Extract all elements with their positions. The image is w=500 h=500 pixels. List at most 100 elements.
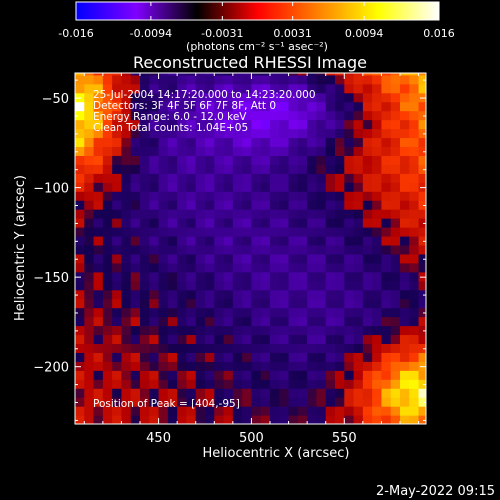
heatmap-cell <box>130 128 141 139</box>
heatmap-cell <box>418 361 426 371</box>
heatmap-cell <box>84 397 95 407</box>
colorbar-tick-label: -0.0031 <box>201 27 243 40</box>
heatmap-cell <box>195 379 206 389</box>
heatmap-cell <box>390 253 401 264</box>
heatmap-cell <box>102 271 113 282</box>
heatmap-cell <box>381 415 392 424</box>
heatmap-cell <box>121 280 132 291</box>
heatmap-cell <box>372 289 383 300</box>
heatmap-cell <box>177 397 188 407</box>
heatmap-cell <box>288 244 299 255</box>
heatmap-cell <box>149 110 160 121</box>
heatmap-cell <box>418 334 426 345</box>
heatmap-cell <box>223 119 234 130</box>
heatmap-cell <box>260 289 271 300</box>
heatmap-cell <box>390 316 401 327</box>
heatmap-cell <box>242 352 253 362</box>
heatmap-cell <box>186 164 197 174</box>
heatmap-cell <box>353 289 364 300</box>
heatmap-cell <box>353 388 364 398</box>
heatmap-cell <box>112 397 123 407</box>
heatmap-cell <box>140 137 150 148</box>
heatmap-cell <box>167 83 178 94</box>
heatmap-cell <box>130 343 141 353</box>
heatmap-cell <box>362 253 373 264</box>
heatmap-cell <box>177 253 188 264</box>
heatmap-cell <box>242 343 253 353</box>
heatmap-cell <box>158 155 169 165</box>
heatmap-cell <box>316 316 327 327</box>
heatmap-cell <box>214 388 225 398</box>
heatmap-cell <box>288 137 299 148</box>
heatmap-cell <box>325 361 336 371</box>
heatmap-cell <box>353 92 364 103</box>
heatmap-cell <box>121 253 132 264</box>
heatmap-cell <box>140 227 150 237</box>
heatmap-cell <box>158 388 169 398</box>
heatmap-cell <box>372 119 383 130</box>
heatmap-cell <box>400 83 410 94</box>
heatmap-cell <box>140 352 150 362</box>
heatmap-cell <box>205 244 215 255</box>
heatmap-cell <box>353 397 364 407</box>
heatmap-cell <box>381 92 392 103</box>
heatmap-cell <box>390 191 401 201</box>
heatmap-cell <box>279 200 290 210</box>
heatmap-cell <box>84 173 95 183</box>
heatmap-cell <box>75 388 85 398</box>
heatmap-cell <box>130 388 141 398</box>
heatmap-cell <box>279 173 290 183</box>
heatmap-cell <box>325 146 336 156</box>
heatmap-cell <box>297 227 308 237</box>
heatmap-cell <box>93 200 104 210</box>
heatmap-cell <box>195 253 206 264</box>
heatmap-cell <box>362 155 373 165</box>
heatmap-cell <box>93 361 104 371</box>
heatmap-cell <box>205 388 215 398</box>
heatmap-cell <box>205 200 215 210</box>
heatmap-cell <box>84 155 95 165</box>
heatmap-cell <box>75 370 85 380</box>
heatmap-cell <box>158 83 169 94</box>
heatmap-cell <box>288 289 299 300</box>
heatmap-cell <box>270 209 280 219</box>
heatmap-cell <box>93 182 104 192</box>
heatmap-cell <box>335 388 345 398</box>
heatmap-cell <box>381 83 392 94</box>
heatmap-cell <box>390 343 401 353</box>
heatmap-cell <box>297 307 308 318</box>
heatmap-cell <box>75 298 85 309</box>
heatmap-cell <box>251 307 262 318</box>
heatmap-cell <box>121 244 132 255</box>
heatmap-cell <box>390 73 401 76</box>
heatmap-cell <box>316 146 327 156</box>
heatmap-cell <box>223 235 234 246</box>
heatmap-cell <box>130 92 141 103</box>
heatmap-cell <box>381 73 392 76</box>
heatmap-cell <box>353 370 364 380</box>
heatmap-cell <box>102 73 113 76</box>
heatmap-cell <box>400 361 410 371</box>
heatmap-cell <box>130 137 141 148</box>
heatmap-cell <box>121 352 132 362</box>
heatmap-cell <box>381 397 392 407</box>
heatmap-cell <box>270 280 280 291</box>
heatmap-cell <box>251 235 262 246</box>
heatmap-cell <box>112 235 123 246</box>
heatmap-cell <box>362 343 373 353</box>
heatmap-cell <box>158 406 169 416</box>
heatmap-cell <box>270 101 280 112</box>
heatmap-cell <box>270 235 280 246</box>
heatmap-cell <box>149 415 160 424</box>
heatmap-cell <box>93 289 104 300</box>
heatmap-cell <box>418 92 426 103</box>
heatmap-cell <box>335 361 345 371</box>
heatmap-cell <box>409 361 420 371</box>
heatmap-cell <box>335 280 345 291</box>
heatmap-cell <box>362 92 373 103</box>
heatmap-cell <box>158 316 169 327</box>
heatmap-cell <box>325 244 336 255</box>
heatmap-cell <box>140 271 150 282</box>
heatmap-cell <box>362 325 373 336</box>
heatmap-cell <box>362 137 373 148</box>
